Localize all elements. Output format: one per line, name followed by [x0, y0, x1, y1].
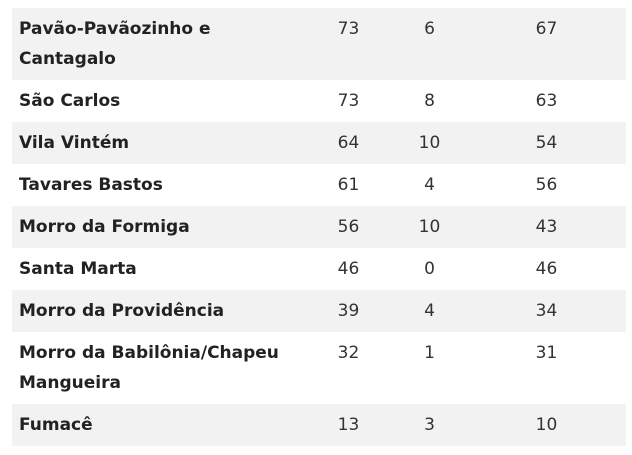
- row-value-b: 4: [392, 290, 467, 332]
- row-name: Morro da Formiga: [12, 206, 305, 248]
- row-value-b: 10: [392, 206, 467, 248]
- row-name: Fumacê: [12, 404, 305, 446]
- row-value-c: 31: [467, 332, 626, 404]
- table-row: Morro da Providência 39 4 34: [12, 290, 626, 332]
- table-row: Vila Vintém 64 10 54: [12, 122, 626, 164]
- row-value-c: 63: [467, 80, 626, 122]
- row-value-b: 6: [392, 8, 467, 80]
- row-value-b: 10: [392, 122, 467, 164]
- row-value-a: 73: [305, 80, 392, 122]
- row-name: São Carlos: [12, 80, 305, 122]
- row-value-a: 61: [305, 164, 392, 206]
- row-value-c: 54: [467, 122, 626, 164]
- table-row: Morro da Formiga 56 10 43: [12, 206, 626, 248]
- row-value-a: 39: [305, 290, 392, 332]
- row-value-a: 13: [305, 404, 392, 446]
- row-value-c: 46: [467, 248, 626, 290]
- table-row: São Carlos 73 8 63: [12, 80, 626, 122]
- row-value-c: 10: [467, 404, 626, 446]
- row-value-c: 43: [467, 206, 626, 248]
- table-row: Pavão-Pavãozinho e Cantagalo 73 6 67: [12, 8, 626, 80]
- table-row: Tavares Bastos 61 4 56: [12, 164, 626, 206]
- row-name: Tavares Bastos: [12, 164, 305, 206]
- row-name: Pavão-Pavãozinho e Cantagalo: [12, 8, 305, 80]
- row-value-a: 73: [305, 8, 392, 80]
- row-value-b: 0: [392, 248, 467, 290]
- table-row: Morro da Babilônia/Chapeu Mangueira 32 1…: [12, 332, 626, 404]
- data-table-container: Pavão-Pavãozinho e Cantagalo 73 6 67 São…: [12, 8, 626, 446]
- table-row: Santa Marta 46 0 46: [12, 248, 626, 290]
- row-name: Morro da Providência: [12, 290, 305, 332]
- table-row: Fumacê 13 3 10: [12, 404, 626, 446]
- data-table: Pavão-Pavãozinho e Cantagalo 73 6 67 São…: [12, 8, 626, 446]
- row-value-a: 56: [305, 206, 392, 248]
- row-value-a: 64: [305, 122, 392, 164]
- row-value-a: 32: [305, 332, 392, 404]
- row-name: Vila Vintém: [12, 122, 305, 164]
- row-value-c: 34: [467, 290, 626, 332]
- row-value-b: 3: [392, 404, 467, 446]
- row-value-a: 46: [305, 248, 392, 290]
- row-value-b: 4: [392, 164, 467, 206]
- row-value-b: 8: [392, 80, 467, 122]
- row-name: Santa Marta: [12, 248, 305, 290]
- row-name: Morro da Babilônia/Chapeu Mangueira: [12, 332, 305, 404]
- row-value-b: 1: [392, 332, 467, 404]
- row-value-c: 67: [467, 8, 626, 80]
- row-value-c: 56: [467, 164, 626, 206]
